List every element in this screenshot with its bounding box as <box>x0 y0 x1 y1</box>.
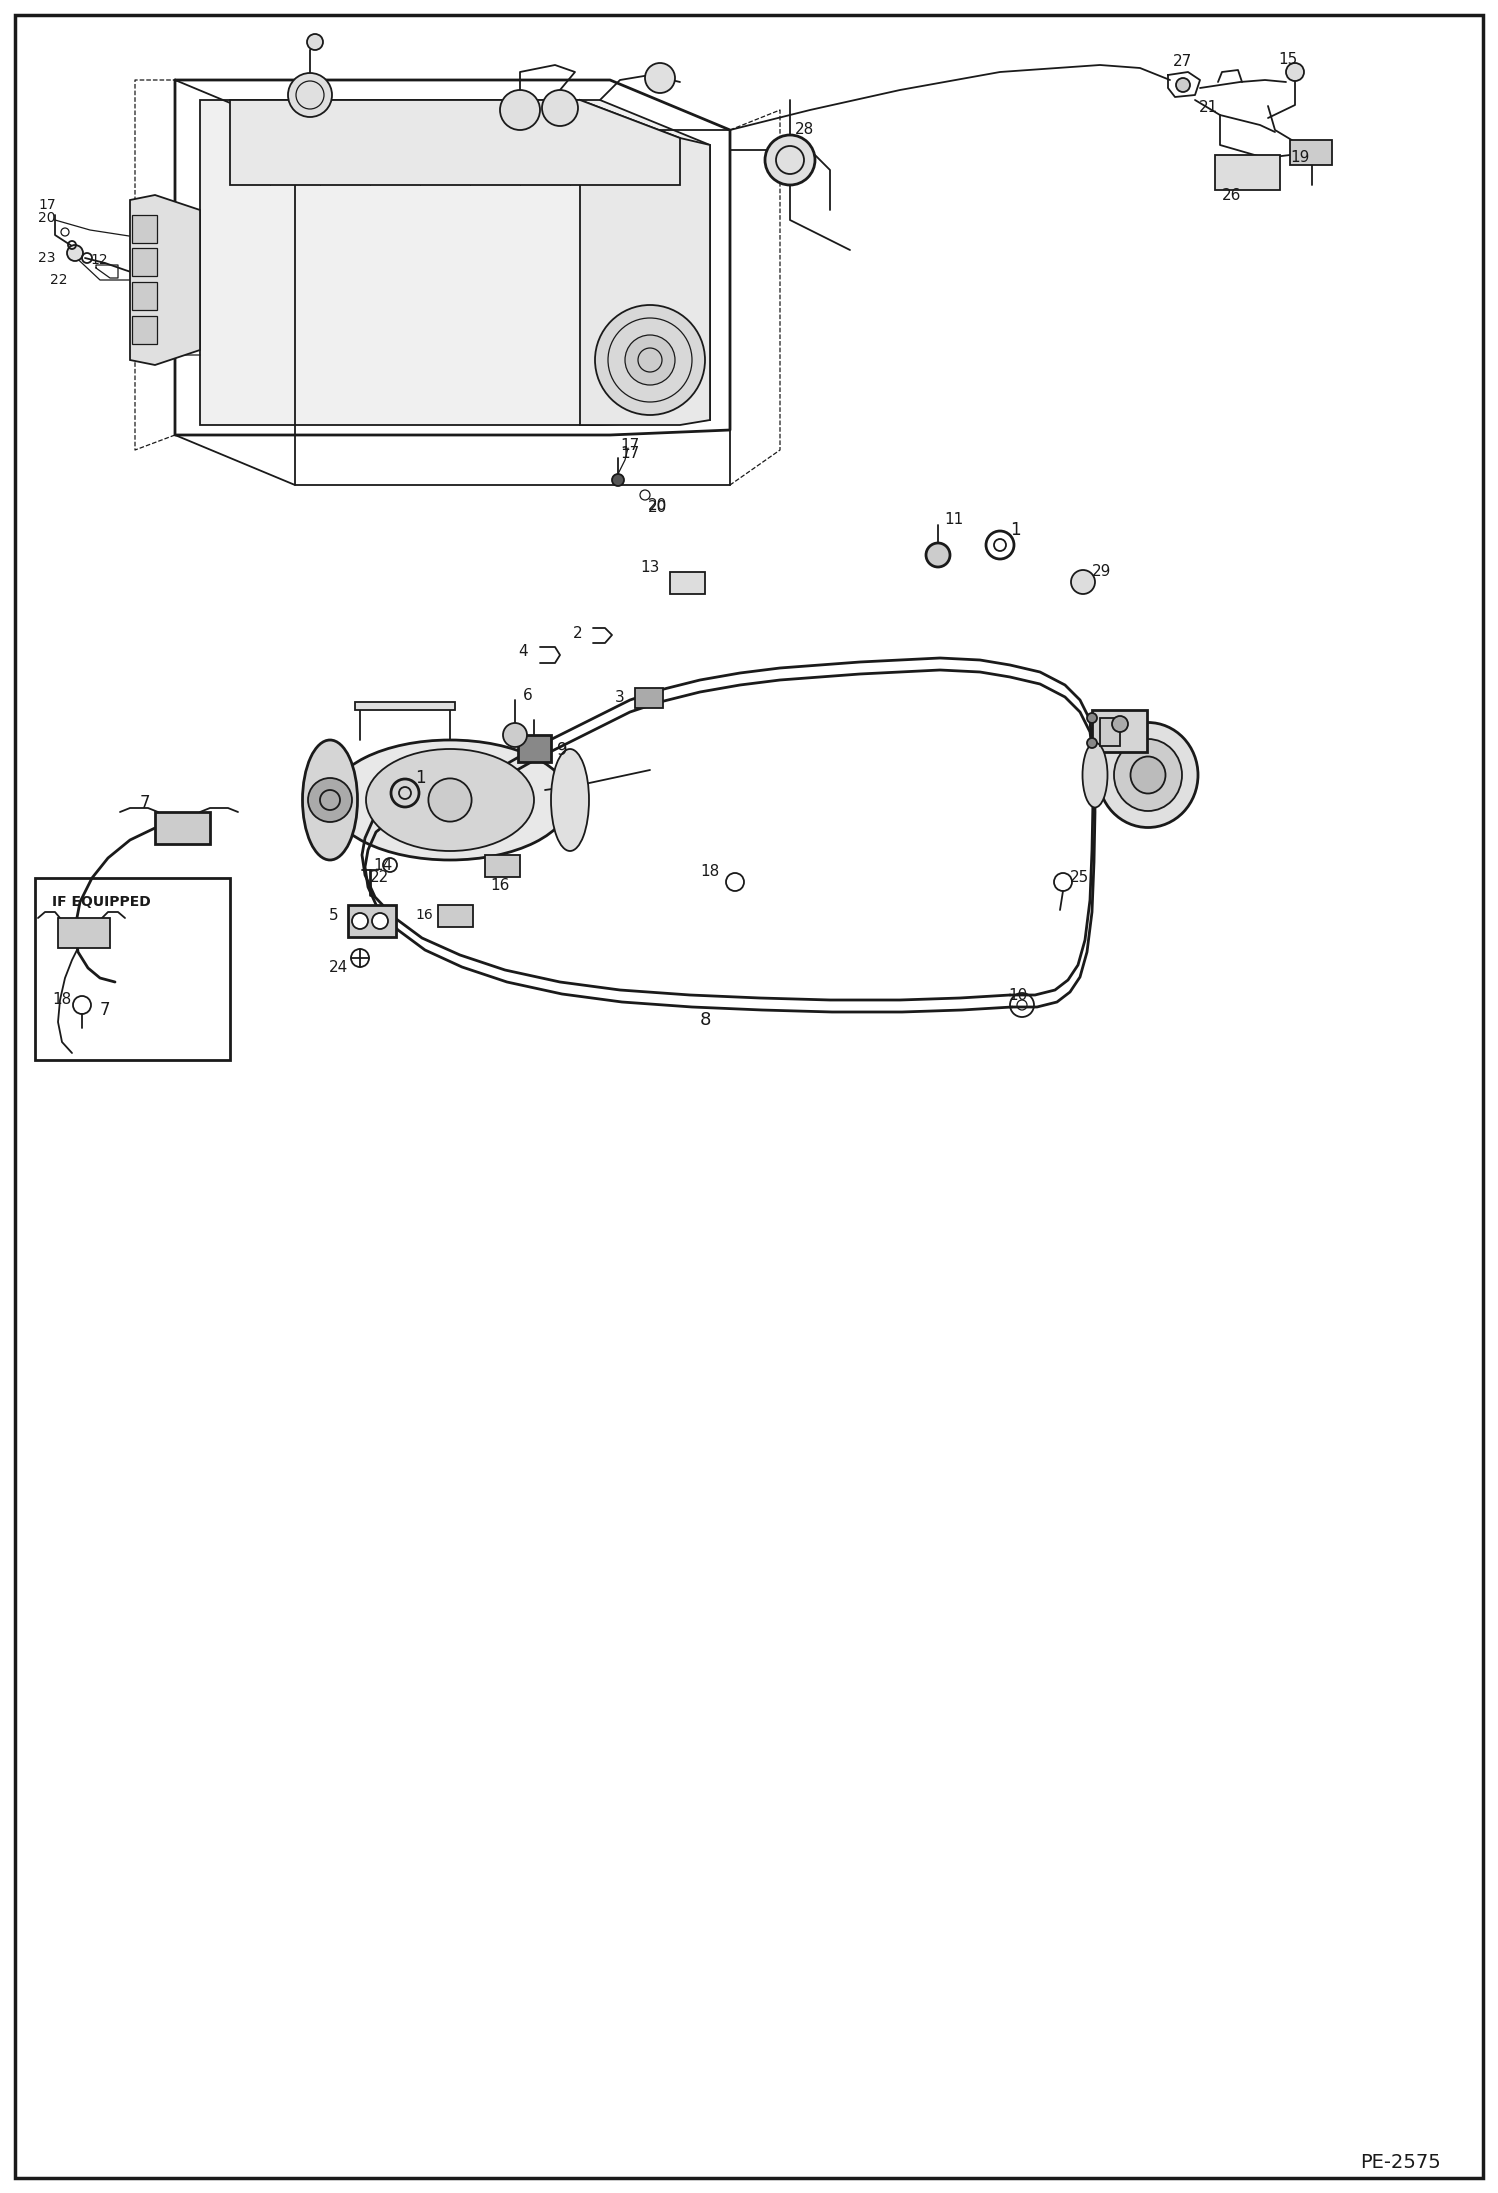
Circle shape <box>1176 79 1189 92</box>
Circle shape <box>67 246 82 261</box>
Text: 10: 10 <box>1008 987 1028 1002</box>
Text: 12: 12 <box>90 252 108 268</box>
Polygon shape <box>231 101 680 184</box>
Ellipse shape <box>1098 721 1198 827</box>
Text: 13: 13 <box>641 561 661 575</box>
Bar <box>437 906 473 928</box>
Text: 9: 9 <box>557 741 568 759</box>
Bar <box>485 855 520 877</box>
Polygon shape <box>201 101 710 425</box>
Circle shape <box>765 136 815 184</box>
Text: 20: 20 <box>37 211 55 226</box>
Ellipse shape <box>330 739 571 860</box>
Bar <box>1215 156 1279 191</box>
Text: 17: 17 <box>620 445 640 461</box>
Text: 26: 26 <box>1222 186 1242 202</box>
Ellipse shape <box>366 750 533 851</box>
Circle shape <box>309 779 352 822</box>
Bar <box>132 316 157 344</box>
Text: 7: 7 <box>100 1000 111 1020</box>
Circle shape <box>352 912 369 930</box>
Text: 17: 17 <box>620 436 640 452</box>
Circle shape <box>372 912 388 930</box>
Text: 1: 1 <box>415 770 425 787</box>
Circle shape <box>500 90 539 129</box>
Text: 6: 6 <box>523 686 533 702</box>
Text: 16: 16 <box>490 877 509 893</box>
Circle shape <box>595 305 706 414</box>
Bar <box>154 811 210 844</box>
Text: 25: 25 <box>1070 871 1089 886</box>
Polygon shape <box>130 195 201 364</box>
Text: 19: 19 <box>1290 151 1309 164</box>
Circle shape <box>1088 739 1097 748</box>
Ellipse shape <box>303 739 358 860</box>
Circle shape <box>646 64 676 92</box>
Text: 21: 21 <box>1198 101 1218 116</box>
Bar <box>1100 717 1121 746</box>
Bar <box>1290 140 1332 164</box>
Text: 20: 20 <box>649 500 667 515</box>
Text: 8: 8 <box>700 1011 712 1029</box>
Circle shape <box>428 779 472 822</box>
Text: 18: 18 <box>701 864 721 879</box>
Circle shape <box>926 544 950 568</box>
Circle shape <box>1088 713 1097 724</box>
Bar <box>670 572 706 594</box>
Text: 18: 18 <box>52 993 72 1007</box>
Text: 7: 7 <box>139 794 150 811</box>
Text: 22: 22 <box>370 871 389 886</box>
Bar <box>518 735 551 761</box>
Text: 11: 11 <box>944 513 963 529</box>
Bar <box>132 283 157 309</box>
Circle shape <box>625 336 676 386</box>
Circle shape <box>613 474 625 487</box>
Ellipse shape <box>1115 739 1182 811</box>
Circle shape <box>288 72 333 116</box>
Text: 4: 4 <box>518 645 527 660</box>
Text: 3: 3 <box>616 689 625 704</box>
Bar <box>58 919 109 947</box>
Text: 2: 2 <box>572 625 583 640</box>
Circle shape <box>503 724 527 748</box>
Text: 22: 22 <box>49 272 67 287</box>
Bar <box>355 702 455 711</box>
Circle shape <box>542 90 578 125</box>
Bar <box>34 877 231 1059</box>
Ellipse shape <box>1131 757 1165 794</box>
Circle shape <box>1285 64 1303 81</box>
Text: 20: 20 <box>649 498 667 513</box>
Bar <box>635 689 664 708</box>
Bar <box>348 906 395 936</box>
Ellipse shape <box>1083 743 1107 807</box>
Text: 15: 15 <box>1278 53 1297 68</box>
Bar <box>1092 711 1147 752</box>
Text: 17: 17 <box>37 197 55 213</box>
Text: 28: 28 <box>795 123 815 138</box>
Bar <box>132 248 157 276</box>
Text: 5: 5 <box>328 908 339 923</box>
Circle shape <box>307 35 324 50</box>
Circle shape <box>1071 570 1095 594</box>
Bar <box>132 215 157 243</box>
Text: 23: 23 <box>37 250 55 265</box>
Text: 16: 16 <box>415 908 433 921</box>
Circle shape <box>1112 715 1128 732</box>
Text: IF EQUIPPED: IF EQUIPPED <box>52 895 151 910</box>
Text: 14: 14 <box>373 857 392 873</box>
Text: 1: 1 <box>1010 522 1020 539</box>
Text: PE-2575: PE-2575 <box>1360 2154 1441 2171</box>
Ellipse shape <box>551 750 589 851</box>
Text: 29: 29 <box>1092 564 1112 579</box>
Polygon shape <box>580 101 710 425</box>
Text: 24: 24 <box>328 961 348 976</box>
Text: 27: 27 <box>1173 55 1191 70</box>
